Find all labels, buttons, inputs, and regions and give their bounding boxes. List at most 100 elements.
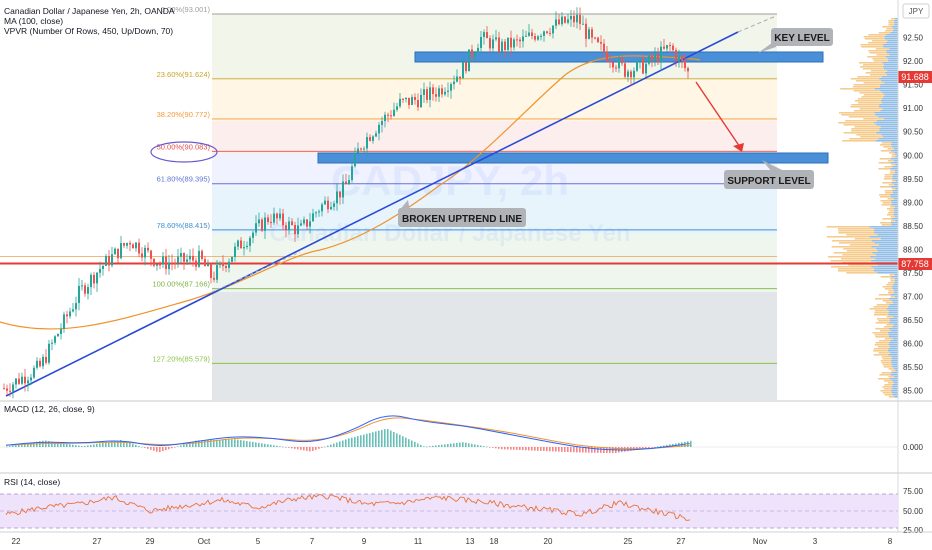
candle-body: [225, 266, 227, 269]
vpvr-up-bar: [877, 346, 890, 348]
macd-histogram-bar: [501, 447, 503, 450]
currency-badge[interactable]: [902, 3, 930, 19]
candle-body: [192, 255, 194, 261]
macd-histogram-bar: [309, 447, 311, 452]
broken-uptrend-callout[interactable]: BROKEN UPTREND LINE: [398, 200, 526, 227]
macd-histogram-bar: [387, 429, 389, 447]
macd-histogram-bar: [384, 429, 386, 447]
support-level-callout[interactable]: SUPPORT LEVEL: [724, 160, 814, 189]
time-tick-label: 7: [310, 537, 315, 546]
rsi-line: [5, 494, 691, 521]
vpvr-up-bar: [850, 106, 880, 108]
candle-body: [18, 378, 20, 384]
candle-body: [483, 32, 485, 38]
macd-histogram-bar: [399, 434, 401, 447]
macd-title[interactable]: MACD (12, 26, close, 9): [4, 404, 95, 414]
macd-histogram-bar: [78, 445, 80, 447]
macd-histogram-bar: [324, 446, 326, 448]
time-tick-label: 9: [362, 537, 367, 546]
candle-body: [111, 254, 113, 266]
macd-histogram-bar: [390, 430, 392, 447]
vpvr-up-bar: [880, 390, 892, 392]
vpvr-down-bar: [891, 218, 898, 220]
key-level-callout[interactable]: KEY LEVEL: [758, 28, 833, 53]
support-level-label: SUPPORT LEVEL: [727, 176, 810, 187]
candle-body: [198, 250, 200, 267]
vpvr-down-bar: [890, 32, 898, 34]
vpvr-down-bar: [894, 172, 898, 174]
vpvr-down-bar: [892, 388, 898, 390]
vpvr-down-bar: [880, 110, 898, 112]
vpvr-down-bar: [891, 286, 898, 288]
macd-histogram-bar: [327, 445, 329, 447]
vpvr-down-bar: [871, 266, 898, 268]
macd-histogram-bar: [375, 431, 377, 447]
uptrend-line[interactable]: [5, 31, 739, 397]
candle-body: [54, 336, 56, 343]
vpvr-up-bar: [852, 86, 880, 88]
vpvr-down-bar: [889, 54, 898, 56]
vpvr-legend[interactable]: VPVR (Number Of Rows, 450, Up/Down, 70): [4, 26, 173, 36]
vpvr-up-bar: [838, 268, 875, 270]
time-axis[interactable]: 22 27 29 Oct 5 7 9 11 18 20 25 27 Nov 3 8 13: [12, 537, 893, 546]
vpvr-down-bar: [893, 160, 898, 162]
vpvr-up-bar: [890, 278, 895, 280]
candle-body: [132, 244, 134, 249]
vpvr-down-bar: [891, 386, 898, 388]
candle-body: [414, 96, 416, 101]
vpvr-down-bar: [884, 64, 898, 66]
candle-body: [279, 213, 281, 219]
vpvr-down-bar: [886, 34, 898, 36]
vpvr-up-bar: [857, 76, 882, 78]
macd-histogram-bar: [108, 441, 110, 447]
vpvr-up-bar: [843, 248, 877, 250]
macd-histogram-bar: [654, 447, 656, 448]
vpvr-up-bar: [878, 168, 891, 170]
vpvr-down-bar: [895, 156, 898, 158]
vpvr-down-bar: [890, 352, 898, 354]
candle-body: [84, 285, 86, 294]
candle-body: [261, 219, 263, 231]
candle-body: [678, 56, 680, 62]
vpvr-up-bar: [851, 130, 880, 132]
candle-body: [630, 71, 632, 78]
vpvr-up-bar: [839, 242, 875, 244]
rsi-pane[interactable]: [5, 494, 691, 521]
support-level-zone[interactable]: [317, 152, 829, 164]
symbol-title[interactable]: Canadian Dollar / Japanese Yen, 2h, OAND…: [4, 6, 175, 16]
vpvr-up-bar: [880, 196, 891, 198]
vpvr-down-bar: [876, 120, 898, 122]
macd-pane[interactable]: [0, 415, 898, 454]
fib-label: 38.20%(90.772): [157, 110, 211, 119]
vpvr-up-bar: [867, 56, 886, 58]
price-axis[interactable]: 85.00 85.50 86.00 86.50 87.00 87.50 88.00 88.50…: [903, 10, 924, 396]
vpvr-up-bar: [881, 142, 892, 144]
vpvr-up-bar: [875, 336, 889, 338]
vpvr-up-bar: [846, 272, 878, 274]
candle-body: [309, 221, 311, 227]
macd-histogram-bar: [63, 443, 65, 447]
candle-body: [291, 221, 293, 226]
vpvr-up-bar: [873, 348, 889, 350]
vpvr-down-bar: [895, 188, 898, 190]
vpvr-down-bar: [889, 304, 898, 306]
vpvr-down-bar: [891, 276, 898, 278]
vpvr-up-bar: [860, 66, 883, 68]
macd-histogram-bar: [591, 447, 593, 453]
ma-legend[interactable]: MA (100, close): [4, 16, 63, 26]
vpvr-up-bar: [853, 84, 881, 86]
vpvr-up-bar: [879, 194, 891, 196]
candle-body: [381, 121, 383, 125]
vpvr-up-bar: [885, 302, 894, 304]
candle-body: [249, 237, 251, 246]
candle-body: [612, 62, 614, 68]
vpvr-down-bar: [891, 360, 898, 362]
vpvr-down-bar: [888, 342, 898, 344]
macd-histogram-bar: [204, 440, 206, 447]
macd-histogram-bar: [72, 444, 74, 447]
rsi-title[interactable]: RSI (14, close): [4, 477, 60, 487]
candle-body: [660, 46, 662, 63]
macd-histogram-bar: [228, 439, 230, 447]
vpvr-up-bar: [862, 68, 884, 70]
